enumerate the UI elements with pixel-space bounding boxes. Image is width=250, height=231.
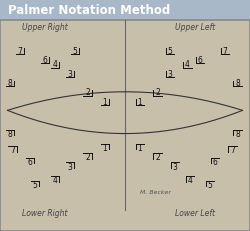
Text: 1: 1 (138, 143, 142, 152)
Text: 5: 5 (168, 46, 172, 55)
Text: 4: 4 (52, 176, 58, 185)
Text: Lower Left: Lower Left (175, 208, 215, 217)
Text: 7: 7 (18, 46, 22, 55)
Text: M. Becker: M. Becker (140, 189, 170, 194)
Text: Upper Right: Upper Right (22, 23, 68, 32)
Text: 4: 4 (188, 176, 192, 185)
Text: Lower Right: Lower Right (22, 208, 68, 217)
Text: 3: 3 (68, 70, 72, 78)
Text: 6: 6 (42, 56, 48, 64)
Text: 8: 8 (8, 130, 12, 138)
Text: 7: 7 (222, 46, 228, 55)
Text: 6: 6 (28, 157, 32, 166)
Text: 7: 7 (230, 146, 235, 155)
Text: 6: 6 (212, 157, 218, 166)
Text: 6: 6 (198, 56, 202, 64)
Text: 8: 8 (8, 79, 12, 88)
Text: 2: 2 (85, 88, 90, 97)
Text: 3: 3 (68, 162, 72, 171)
Text: 8: 8 (235, 79, 240, 88)
Text: 3: 3 (172, 162, 178, 171)
Text: Palmer Notation Method: Palmer Notation Method (8, 4, 170, 17)
Text: 1: 1 (103, 97, 108, 106)
Text: 3: 3 (168, 70, 172, 78)
Text: 1: 1 (103, 143, 108, 152)
Text: 2: 2 (85, 153, 90, 161)
Text: 5: 5 (208, 180, 212, 189)
Text: 2: 2 (155, 88, 160, 97)
Text: Upper Left: Upper Left (175, 23, 215, 32)
Text: 1: 1 (138, 97, 142, 106)
Text: 2: 2 (155, 153, 160, 161)
FancyBboxPatch shape (0, 0, 250, 21)
Text: 8: 8 (235, 130, 240, 138)
Text: 5: 5 (72, 46, 78, 55)
Text: 4: 4 (185, 60, 190, 69)
Text: 5: 5 (32, 180, 38, 189)
Text: 4: 4 (52, 60, 58, 69)
Text: 7: 7 (10, 146, 15, 155)
